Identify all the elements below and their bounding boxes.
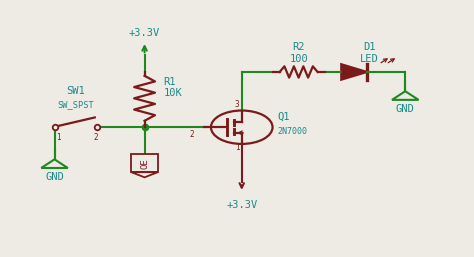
Text: 2: 2 [93, 133, 98, 142]
Text: 100: 100 [289, 54, 308, 64]
Text: SW_SPST: SW_SPST [57, 100, 94, 109]
Text: 2N7000: 2N7000 [277, 127, 307, 136]
Text: LED: LED [360, 54, 379, 64]
Text: SW1: SW1 [66, 86, 85, 96]
Text: R2: R2 [292, 42, 305, 52]
Text: +3.3V: +3.3V [129, 28, 160, 38]
Text: R1: R1 [164, 77, 176, 87]
Text: 10K: 10K [164, 88, 182, 98]
Text: 1: 1 [56, 133, 61, 142]
Text: 3: 3 [235, 100, 239, 109]
Text: 1: 1 [235, 143, 239, 152]
Text: OE: OE [140, 158, 149, 169]
Polygon shape [131, 172, 158, 177]
Text: 2: 2 [190, 131, 194, 140]
Text: Q1: Q1 [277, 112, 290, 122]
Text: GND: GND [396, 104, 415, 114]
Text: D1: D1 [364, 42, 376, 52]
FancyBboxPatch shape [131, 154, 158, 172]
Polygon shape [341, 64, 367, 80]
Text: GND: GND [45, 172, 64, 182]
Text: +3.3V: +3.3V [226, 200, 257, 210]
